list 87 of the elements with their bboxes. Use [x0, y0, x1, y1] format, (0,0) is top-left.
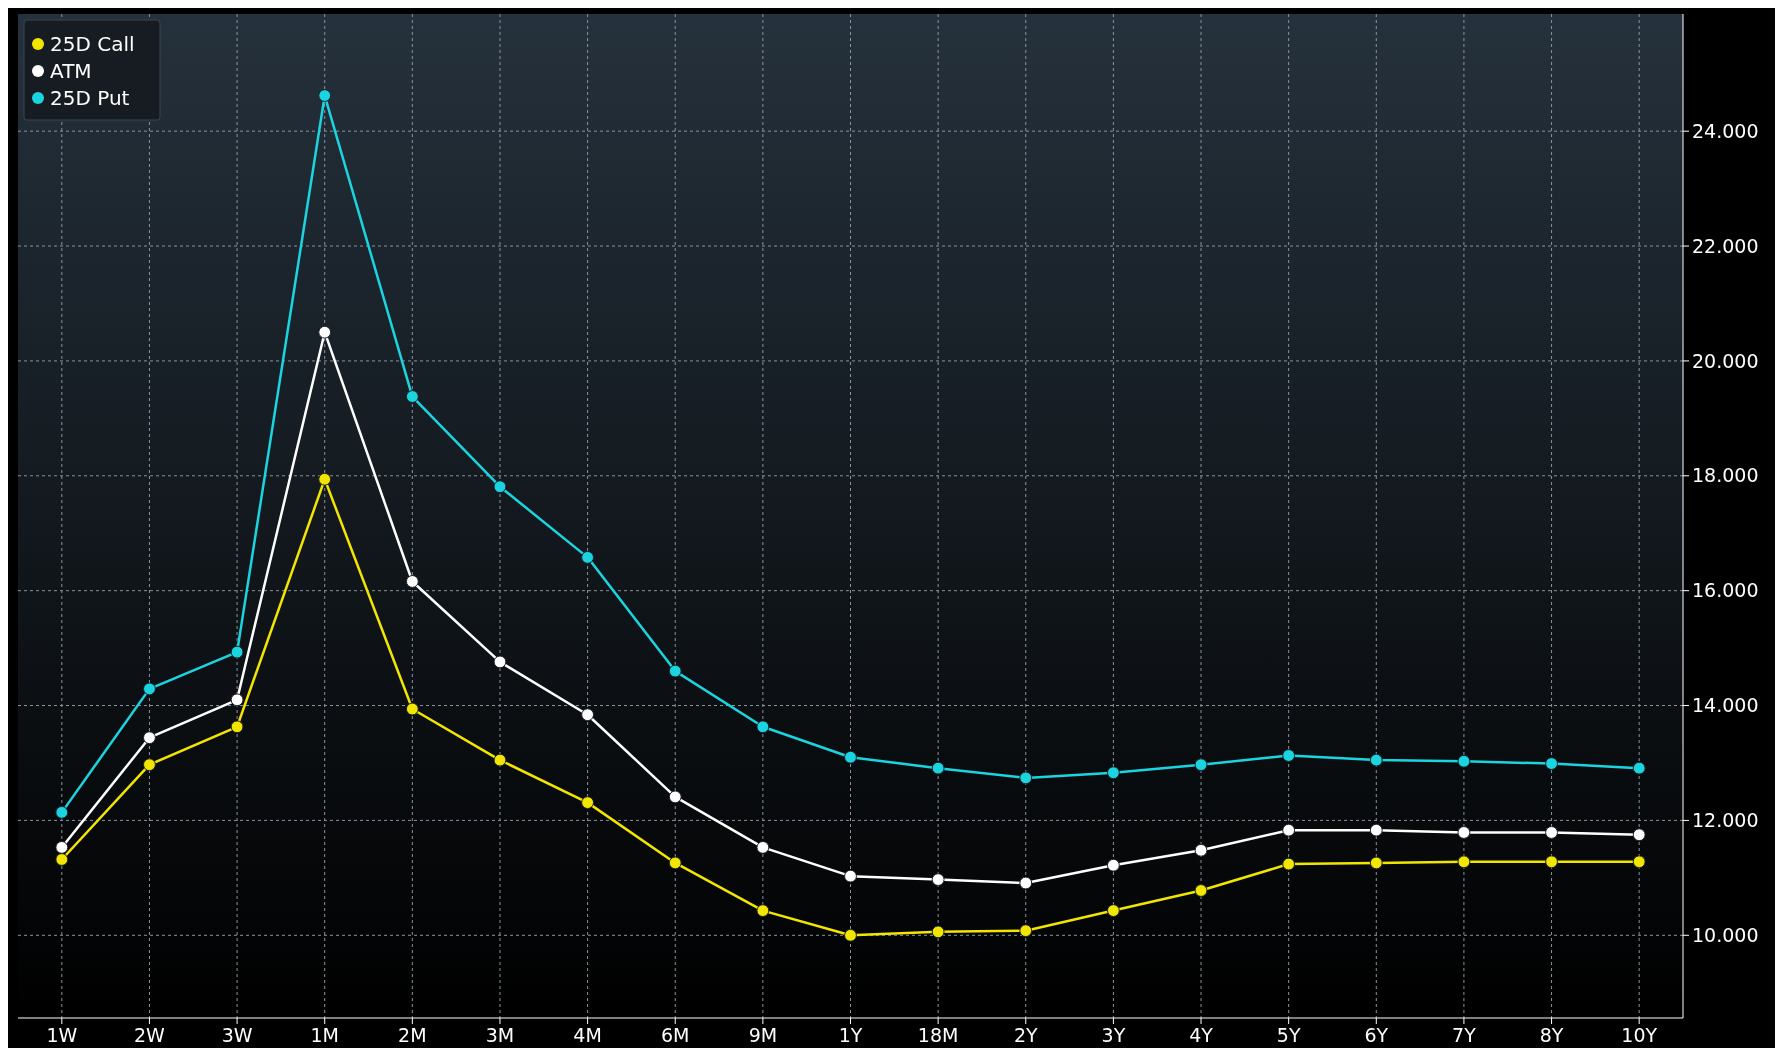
point: [1106, 904, 1120, 917]
x-tick-label: 18M: [917, 1024, 959, 1046]
point: [55, 853, 69, 866]
point: [1019, 771, 1033, 785]
x-tick-label: 9M: [748, 1024, 778, 1046]
point: [581, 708, 595, 722]
x-tick-label: 8Y: [1539, 1024, 1564, 1046]
x-tick-label: 2W: [134, 1024, 166, 1046]
x-tick-label: 4M: [573, 1024, 602, 1046]
x-tick-label: 3W: [221, 1024, 253, 1046]
point: [405, 702, 419, 716]
point: [581, 796, 595, 810]
x-tick-label: 1Y: [838, 1024, 863, 1046]
point: [230, 645, 244, 659]
point: [1282, 857, 1296, 871]
point: [1019, 876, 1033, 890]
x-tick-label: 5Y: [1276, 1024, 1301, 1046]
point: [1019, 924, 1033, 938]
point: [1545, 757, 1558, 770]
legend-label: ATM: [50, 59, 92, 83]
point: [668, 856, 682, 870]
point: [318, 472, 332, 486]
point: [844, 928, 857, 942]
point: [318, 89, 332, 102]
y-tick-label: 18.000: [1692, 464, 1759, 487]
point: [55, 841, 69, 854]
point: [931, 873, 945, 886]
y-tick-label: 24.000: [1692, 119, 1759, 142]
point: [143, 682, 156, 696]
x-tick-label: 10Y: [1621, 1024, 1658, 1046]
point: [668, 664, 682, 678]
legend-label: 25D Put: [50, 86, 130, 110]
x-tick-label: 4Y: [1189, 1024, 1214, 1046]
point: [1457, 754, 1471, 768]
point: [844, 869, 857, 883]
point: [1545, 855, 1558, 869]
y-tick-label: 10.000: [1692, 923, 1759, 946]
point: [405, 390, 419, 403]
x-tick-label: 6M: [660, 1024, 690, 1046]
point: [931, 761, 945, 775]
point: [756, 841, 770, 854]
point: [1457, 855, 1471, 869]
y-tick-label: 22.000: [1692, 234, 1759, 257]
point: [756, 720, 770, 734]
x-tick-label: 7Y: [1452, 1024, 1477, 1046]
point: [230, 693, 244, 707]
point: [318, 325, 332, 339]
x-tick-label: 2Y: [1013, 1024, 1038, 1046]
point: [493, 655, 507, 669]
point: [493, 753, 507, 767]
point: [844, 750, 857, 764]
point: [143, 731, 156, 745]
point: [1282, 749, 1296, 762]
point: [1106, 858, 1120, 872]
point: [1457, 826, 1471, 839]
point: [1369, 823, 1383, 837]
y-tick-label: 12.000: [1692, 809, 1759, 832]
point: [1632, 828, 1646, 842]
point: [1106, 766, 1120, 780]
y-tick-label: 16.000: [1692, 579, 1759, 602]
point: [668, 790, 682, 804]
point: [1194, 843, 1208, 857]
point: [581, 550, 595, 564]
point: [143, 758, 156, 772]
x-tick-label: 3M: [485, 1024, 515, 1046]
point: [493, 480, 507, 494]
point: [1632, 761, 1646, 775]
point: [405, 575, 419, 588]
point: [1632, 855, 1646, 869]
point: [931, 925, 945, 939]
y-tick-label: 14.000: [1692, 694, 1759, 717]
point: [55, 805, 69, 819]
point: [230, 720, 244, 734]
point: [1545, 826, 1558, 839]
point: [1369, 856, 1383, 870]
x-tick-label: 1W: [46, 1024, 78, 1046]
legend-label: 25D Call: [50, 32, 135, 56]
point: [1282, 823, 1296, 837]
point: [1194, 884, 1208, 897]
x-tick-label: 6Y: [1364, 1024, 1389, 1046]
point: [1194, 758, 1208, 772]
point: [756, 904, 770, 917]
point: [1369, 753, 1383, 767]
y-tick-label: 20.000: [1692, 349, 1759, 372]
x-tick-label: 2M: [398, 1024, 427, 1046]
x-tick-label: 3Y: [1101, 1024, 1126, 1046]
x-tick-label: 1M: [310, 1024, 339, 1046]
